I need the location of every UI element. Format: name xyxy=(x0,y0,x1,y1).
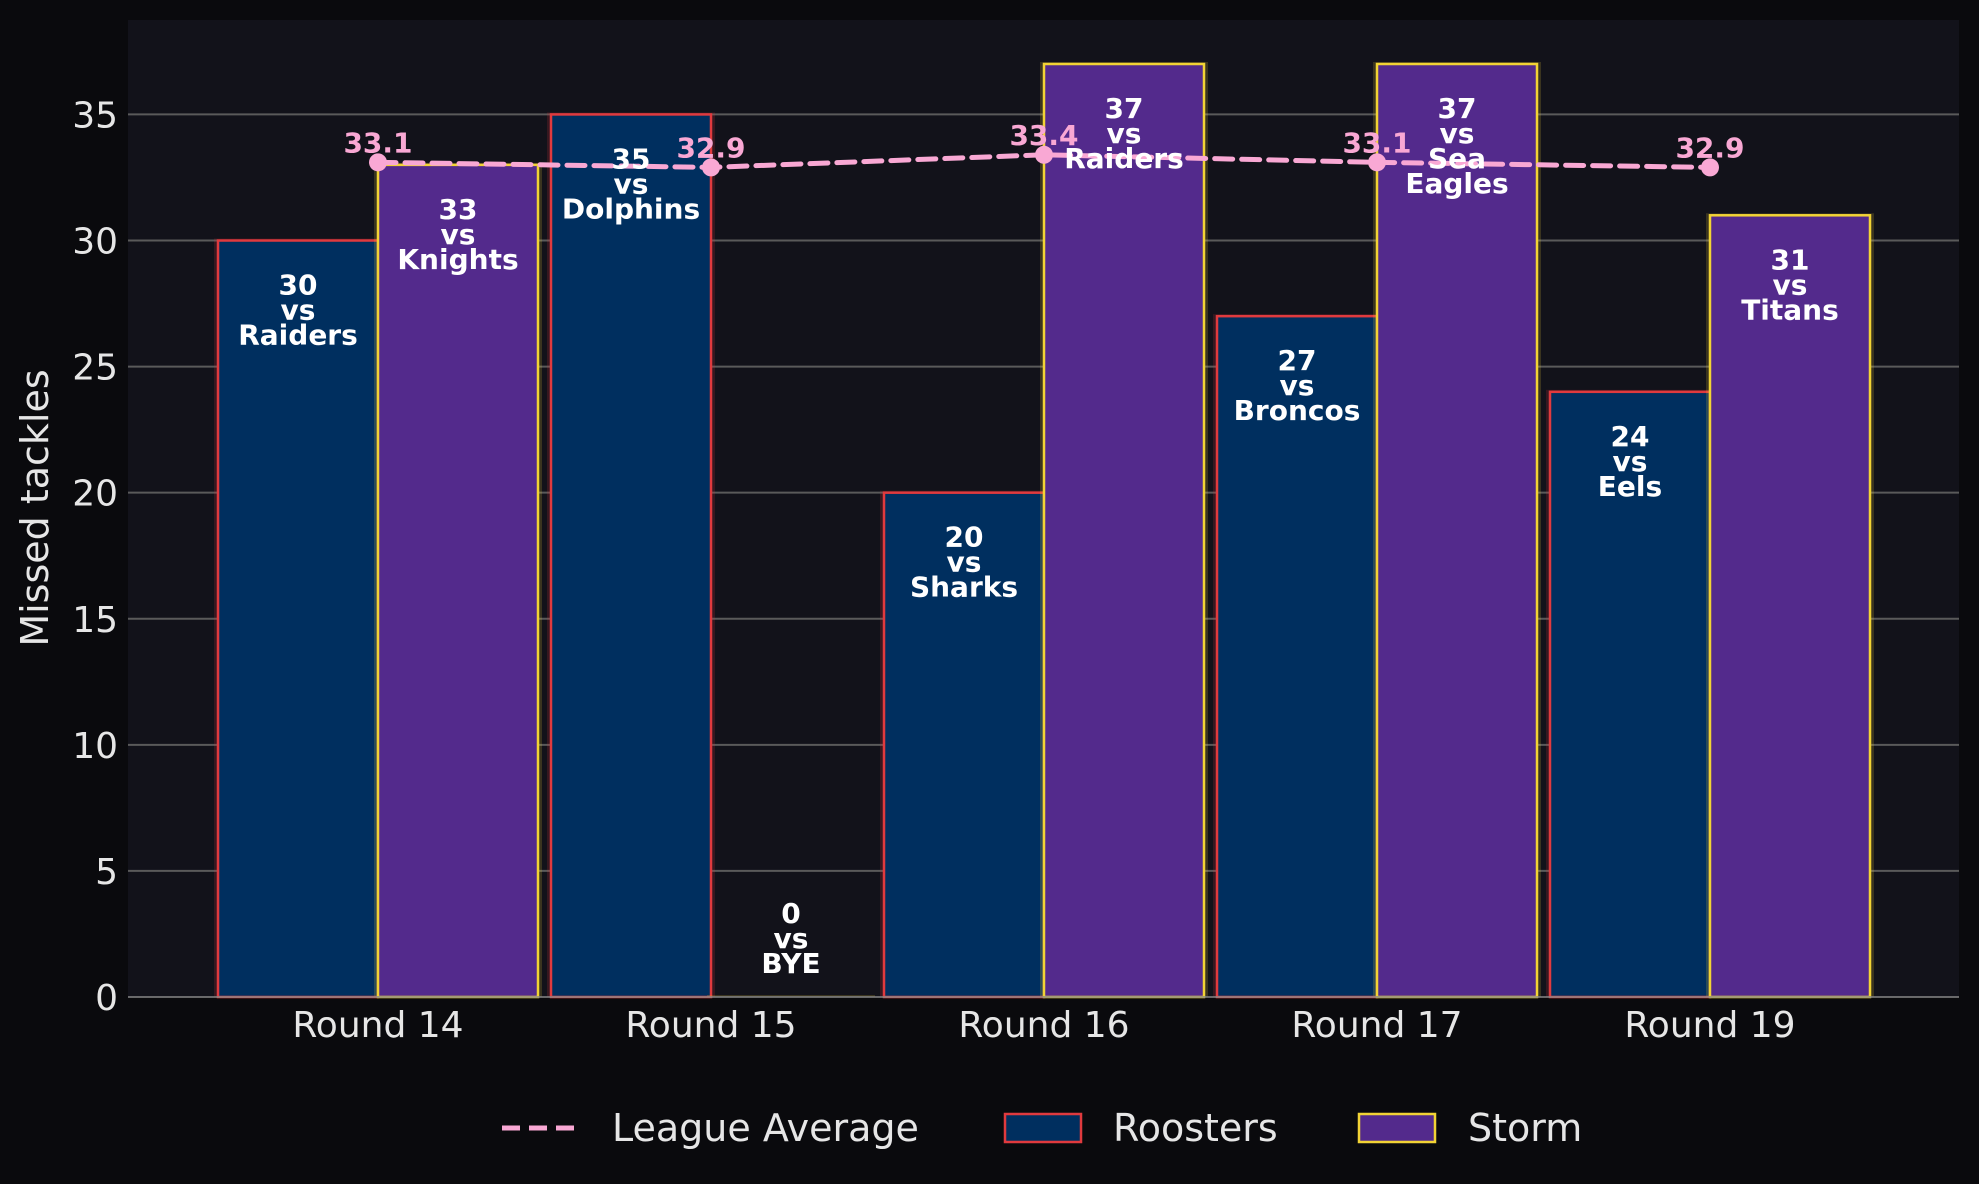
bar-data-label: 0 vs BYE xyxy=(761,897,820,980)
y-axis-title: Missed tackles xyxy=(13,369,57,646)
axis-layer: Missed tackles 0 5 10 15 20 25 30 35 Round 14 Rou… xyxy=(13,95,1959,1046)
bar-roosters xyxy=(549,113,713,999)
y-tick-label: 5 xyxy=(95,852,118,893)
legend-label-average: League Average xyxy=(612,1106,919,1150)
bar-data-label: 24 vs Eels xyxy=(1598,420,1662,503)
bar-data-label: 37 vs Sea Eagles xyxy=(1405,92,1508,200)
x-tick-label: Round 17 xyxy=(1291,1005,1462,1046)
x-tick-label: Round 14 xyxy=(292,1005,463,1046)
league-average-value-label: 33.1 xyxy=(343,126,412,159)
y-tick-label: 20 xyxy=(72,474,118,515)
league-average-point xyxy=(702,158,720,177)
league-average-point xyxy=(1035,145,1053,164)
bar-data-label: 20 vs Sharks xyxy=(910,521,1018,604)
legend-swatch-storm xyxy=(1357,1112,1437,1144)
y-tick-label: 25 xyxy=(72,348,118,389)
bar-storm xyxy=(1708,214,1872,999)
league-average-point xyxy=(1701,158,1719,177)
bar-roosters xyxy=(1548,390,1712,999)
x-tick-label: Round 15 xyxy=(625,1005,796,1046)
y-tick-label: 35 xyxy=(72,95,118,136)
bar-data-label: 33 vs Knights xyxy=(397,193,518,276)
legend: League Average Roosters Storm xyxy=(502,1106,1582,1150)
legend-label-roosters: Roosters xyxy=(1113,1106,1278,1150)
legend-label-storm: Storm xyxy=(1468,1106,1582,1150)
bar-storm xyxy=(376,163,540,999)
bar-layer xyxy=(214,62,1874,999)
league-average-value-label: 32.9 xyxy=(1675,131,1744,164)
x-tick-label: Round 19 xyxy=(1624,1005,1795,1046)
bar-data-label: 30 vs Raiders xyxy=(238,269,358,352)
bar-data-label: 27 vs Broncos xyxy=(1234,344,1361,427)
league-average-point xyxy=(1368,153,1386,172)
y-tick-label: 15 xyxy=(72,600,118,641)
average-line-layer xyxy=(369,145,1719,177)
league-average-value-label: 32.9 xyxy=(676,131,745,164)
bar-data-label: 35 vs Dolphins xyxy=(562,142,700,225)
bar-data-label: 31 vs Titans xyxy=(1741,243,1839,326)
y-tick-label: 0 xyxy=(95,978,118,1019)
x-tick-label: Round 16 xyxy=(958,1005,1129,1046)
label-layer: 30 vs Raiders 35 vs Dolphins 20 vs Sharks 27 vs Bro… xyxy=(238,92,1839,980)
legend-swatch-roosters xyxy=(1003,1112,1083,1144)
bar-roosters xyxy=(882,491,1046,999)
bar-data-label: 37 vs Raiders xyxy=(1064,92,1184,175)
y-tick-label: 10 xyxy=(72,726,118,767)
league-average-value-label: 33.1 xyxy=(1342,126,1411,159)
bar-storm xyxy=(1042,62,1206,999)
bar-shadow xyxy=(707,995,875,997)
league-average-value-label: 33.4 xyxy=(1009,119,1078,152)
league-average-point xyxy=(369,153,387,172)
y-tick-label: 30 xyxy=(72,222,118,263)
bar-roosters xyxy=(216,239,380,999)
bar-storm xyxy=(1375,62,1539,999)
bar-roosters xyxy=(1215,314,1379,999)
